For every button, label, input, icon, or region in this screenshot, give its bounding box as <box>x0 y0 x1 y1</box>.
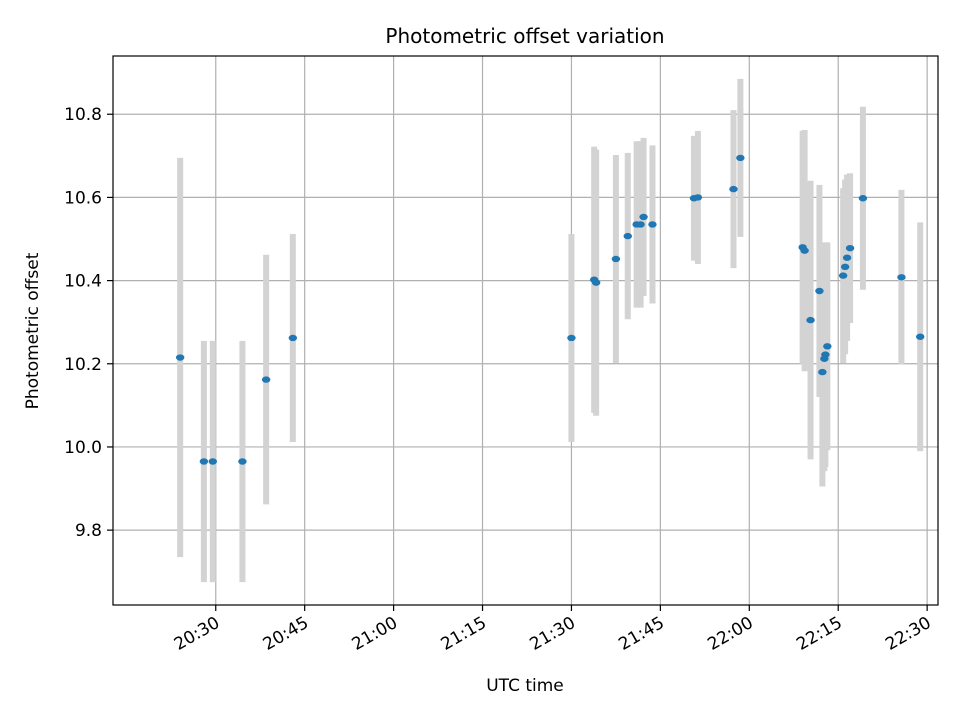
data-point <box>823 343 832 350</box>
y-tick-label: 10.8 <box>64 105 102 125</box>
data-point <box>858 195 868 202</box>
data-point <box>736 154 745 162</box>
data-point <box>288 334 298 342</box>
data-point <box>261 376 271 383</box>
data-point <box>623 232 632 240</box>
data-point <box>818 368 827 376</box>
data-point <box>800 247 809 254</box>
y-axis: 9.8 10.0 10.2 10.4 10.6 10.8 <box>64 105 113 541</box>
data-point <box>845 244 855 252</box>
data-point <box>636 221 645 228</box>
plot-frame <box>112 55 939 606</box>
data-point <box>591 279 601 286</box>
data-point <box>842 254 852 261</box>
data-point <box>821 351 830 358</box>
y-tick-label: 10.2 <box>64 355 102 375</box>
x-axis-label: UTC time <box>486 676 564 696</box>
data-point <box>175 354 185 361</box>
data-point <box>238 458 247 465</box>
grid <box>113 56 938 605</box>
data-point <box>648 221 657 228</box>
data-point <box>693 194 703 201</box>
y-tick-label: 10.0 <box>64 438 102 458</box>
y-tick-label: 9.8 <box>75 521 102 541</box>
data-point <box>208 458 217 465</box>
data-point <box>729 185 738 193</box>
data-point <box>815 287 824 295</box>
data-point <box>567 334 576 342</box>
y-tick-label: 10.4 <box>64 272 102 292</box>
y-tick-label: 10.6 <box>64 188 102 208</box>
data-point <box>199 458 209 465</box>
data-point <box>806 316 815 324</box>
data-point <box>611 255 621 263</box>
data-point <box>639 213 648 221</box>
data-point <box>838 272 848 279</box>
data-points <box>175 154 925 465</box>
data-point <box>897 274 906 281</box>
chart-title: Photometric offset variation <box>385 24 664 48</box>
y-axis-label: Photometric offset <box>23 252 43 409</box>
data-point <box>916 333 925 340</box>
data-point <box>840 263 850 271</box>
